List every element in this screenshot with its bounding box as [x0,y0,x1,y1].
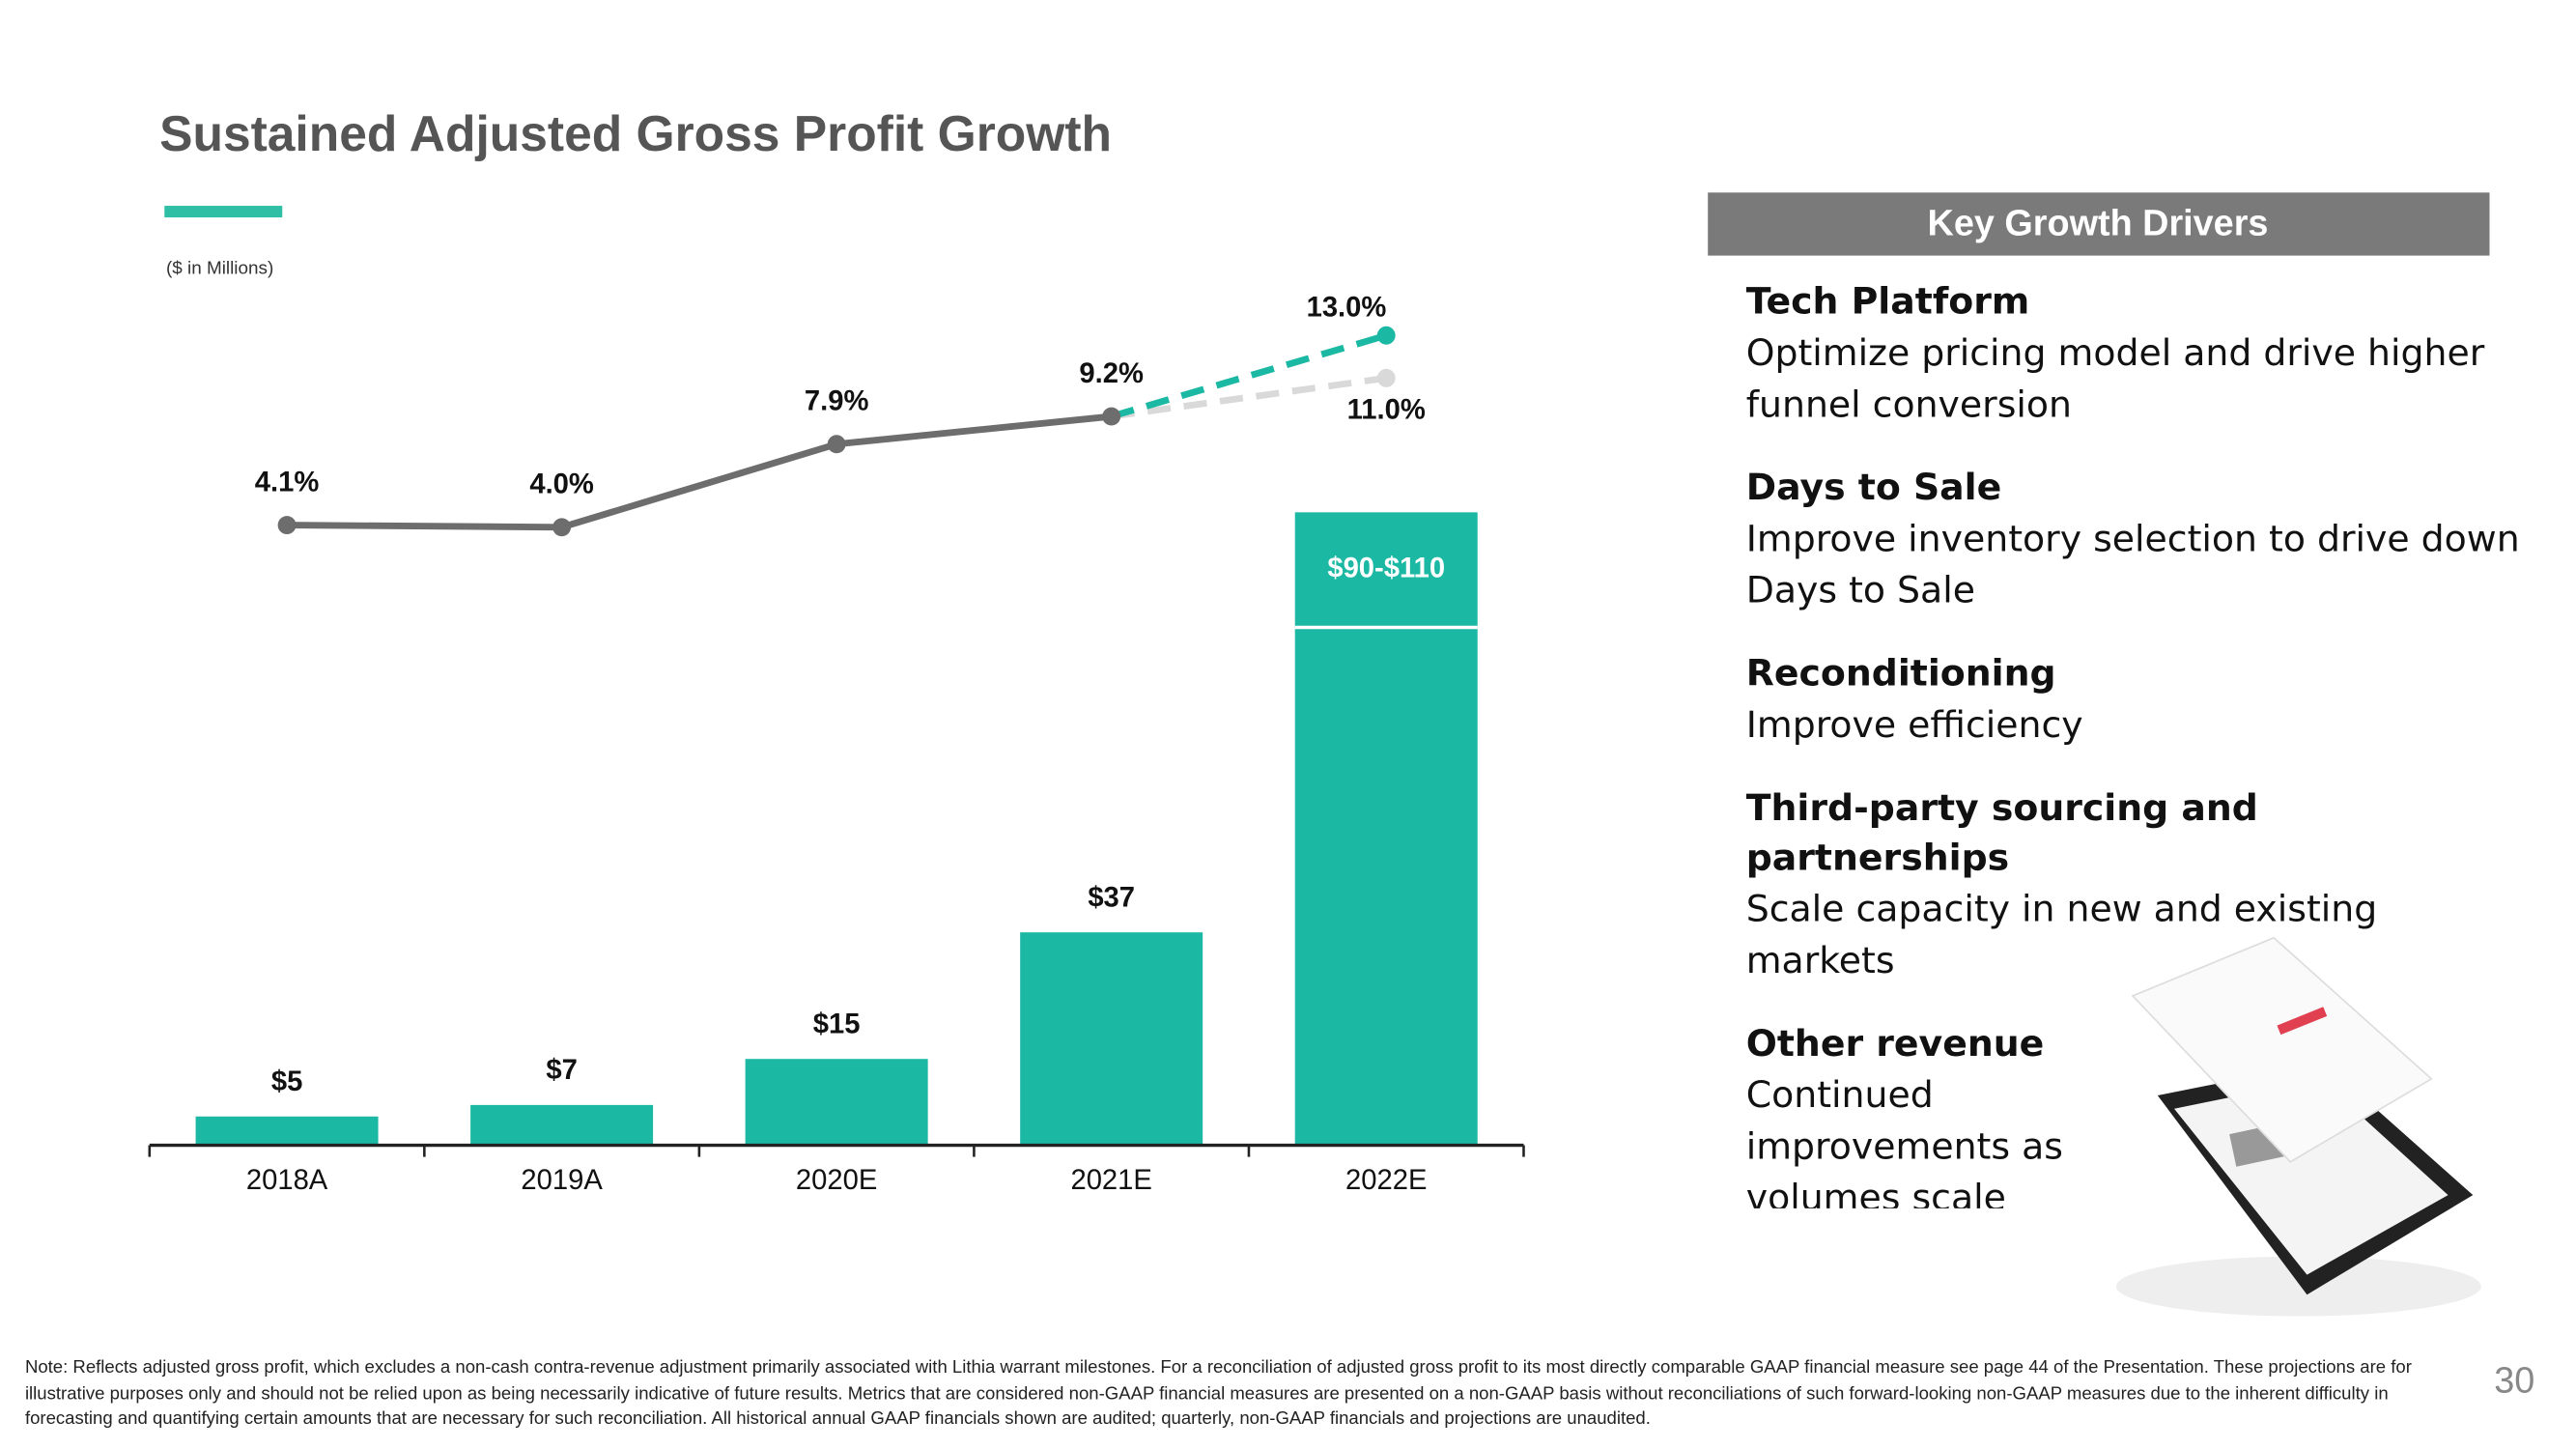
drivers-panel: Tech Platform Optimize pricing model and … [1746,279,2527,1208]
bar-value-label: $90-$110 [1327,554,1445,584]
driver-text: Improve efficiency [1745,705,2083,748]
driver-text: Scale capacity in new and existing marke… [1745,889,2378,983]
driver-title: Other revenue [1745,1024,2045,1066]
unit-note: ($ in Millions) [166,258,273,278]
bar [745,1059,928,1146]
bar-value-label: $37 [1088,883,1135,914]
line-value-label: 13.0% [1307,292,1387,323]
bar-range [1294,512,1478,628]
tablet-illustration [2115,936,2481,1317]
bar-value-label: $15 [813,1009,861,1040]
x-tick-label: 2021E [1070,1165,1151,1196]
bar-value-label: $5 [271,1066,302,1097]
line-value-label: 4.1% [255,467,320,497]
bar [195,1116,379,1146]
chart-title: Sustained Adjusted Gross Profit Growth [159,105,1112,161]
line-value-label: 7.9% [805,386,869,417]
bar [470,1104,654,1146]
driver-title: Reconditioning [1745,653,2056,696]
x-tick-label: 2018A [246,1165,328,1196]
line-value-label: 11.0% [1347,394,1426,425]
drivers-title: Key Growth Drivers [1928,204,2269,244]
x-tick-label: 2022E [1345,1165,1427,1196]
line-marker [827,435,846,454]
line [287,412,1113,531]
page-number: 30 [2494,1360,2534,1401]
driver-text: Continued improvements as volumes scale [1745,1075,2063,1208]
bar [1020,932,1203,1146]
line-value-label: 4.0% [529,469,594,500]
footnote-box: Note: Reflects adjusted gross profit, wh… [24,1357,2412,1430]
drivers-header [1708,192,2490,256]
driver-title: Third-party sourcing and partnerships [1745,788,2258,880]
x-tick-label: 2020E [796,1165,877,1196]
line [1110,331,1388,420]
line-marker [1376,368,1396,387]
driver-text: Optimize pricing model and drive higher … [1745,333,2485,427]
x-tick-label: 2019A [521,1165,603,1196]
bar [1294,627,1478,1146]
driver-text: Improve inventory selection to drive dow… [1745,519,2520,613]
driver-title: Tech Platform [1745,282,2030,325]
line-marker [1376,326,1396,345]
line-marker [552,518,572,537]
title-accent [164,206,283,218]
line-marker [1102,407,1121,426]
footnote: Note: Reflects adjusted gross profit, wh… [24,1357,2412,1430]
bar-value-label: $7 [546,1055,577,1086]
line-marker [277,516,297,535]
line-value-label: 9.2% [1079,358,1144,389]
driver-title: Days to Sale [1745,468,2002,510]
drivers-list: Tech Platform Optimize pricing model and … [1746,279,2527,1208]
line [1111,374,1387,420]
